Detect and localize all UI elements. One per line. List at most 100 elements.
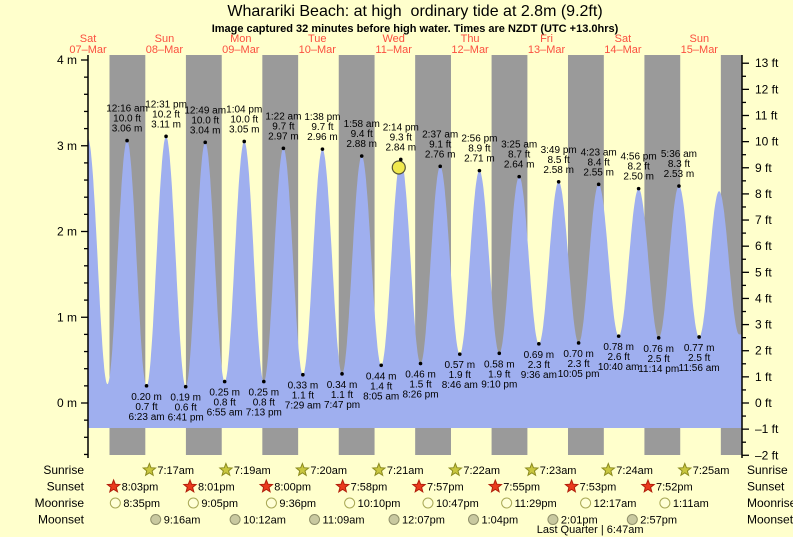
moonrise-time: 9:05pm [201,498,238,510]
feet-tick-label: 1 ft [755,370,772,384]
sunrise-time: 7:22am [463,465,500,477]
day-label-date: 11–Mar [375,44,412,56]
moonrise-time: 9:36pm [279,498,316,510]
day-label-dow: Sat [615,33,632,45]
tide-extreme-dot [457,352,462,356]
high-tide-label: 12:31 pm 10.2 ft 3.11 m [145,99,187,130]
tide-extreme-dot [636,186,641,191]
day-label-date: 15–Mar [681,44,719,56]
high-tide-label: 4:56 pm 8.2 ft 2.50 m [621,152,657,183]
low-tide-label: 0.58 m 1.9 ft 9:10 pm [481,359,517,390]
sunset-time: 8:03pm [122,482,159,494]
feet-tick-label: 11 ft [755,108,778,122]
day-label-date: 07–Mar [69,44,107,56]
high-tide-label: 3:25 am 8.7 ft 2.64 m [501,140,537,171]
moonset-icon [388,514,400,525]
meters-tick-label: 2 m [57,225,77,239]
moonset-icon [467,514,479,525]
low-tide-label: 0.70 m 2.3 ft 10:05 pm [558,349,600,380]
sunrise-icon [141,462,157,477]
feet-tick-label: 6 ft [755,239,772,253]
tide-extreme-dot [164,134,168,139]
moonrise-icon [501,497,513,509]
page-title: Wharariki Beach: at high ordinary tide a… [227,3,603,20]
low-tide-label: 0.57 m 1.9 ft 8:46 am [442,360,478,391]
feet-tick-label: 5 ft [755,265,772,279]
sunset-time: 7:57pm [427,482,464,494]
low-tide-label: 0.19 m 0.6 ft 6:41 pm [168,393,204,424]
tide-extreme-dot [320,147,325,151]
tide-extreme-dot [656,336,661,340]
sunset-row-label-left: Sunset [47,480,85,494]
day-label-dow: Wed [382,33,404,45]
low-tide-label: 0.25 m 0.8 ft 7:13 pm [246,388,282,419]
current-time-marker [391,160,406,175]
moonrise-row-label-right: Moonrise [747,496,793,510]
low-tide-label: 0.46 m 1.5 ft 8:26 pm [402,370,438,401]
tide-extreme-dot [677,184,681,188]
page-subtitle: Image captured 32 minutes before high wa… [211,23,619,35]
tide-extreme-dot [398,157,403,162]
feet-tick-label: 4 ft [755,291,772,305]
low-tide-label: 0.77 m 2.5 ft 11:56 am [679,343,720,374]
low-tide-label: 0.76 m 2.5 ft 11:14 pm [638,344,679,375]
high-tide-label: 1:04 pm 10.0 ft 3.05 m [226,104,262,135]
low-tide-label: 0.44 m 1.4 ft 8:05 am [363,371,399,402]
tide-extreme-dot [418,361,423,366]
sunrise-time: 7:25am [693,465,730,477]
day-label-date: 09–Mar [222,44,260,56]
low-tide-label: 0.25 m 0.8 ft 6:55 am [207,388,243,419]
sunset-icon [640,478,656,493]
sunrise-icon [677,462,693,477]
tide-extreme-dot [556,179,561,184]
tide-extreme-dot [359,154,364,158]
feet-tick-label: 9 ft [755,161,772,175]
feet-tick-label: 13 ft [755,56,779,70]
sunrise-time: 7:24am [616,465,653,477]
tide-curve [88,136,742,428]
high-tide-label: 1:58 am 9.4 ft 2.88 m [344,119,380,150]
high-tide-label: 5:36 am 8.3 ft 2.53 m [661,149,697,180]
moonset-row-label-right: Moonset [747,513,793,527]
day-label-date: 08–Mar [146,44,184,56]
sunrise-icon [218,462,234,477]
sunset-icon [564,478,580,493]
tide-extreme-dot [183,384,188,389]
low-tide-label: 0.34 m 1.1 ft 7:47 pm [324,380,360,411]
feet-tick-label: 12 ft [755,82,779,96]
sunset-time: 7:58pm [351,482,388,494]
meters-tick-label: 1 m [57,310,77,324]
sunset-icon [258,478,274,493]
moonset-time: 9:16am [164,515,201,527]
moonrise-icon [422,497,434,509]
tide-extreme-dot [438,164,443,169]
day-label-dow: Tue [308,33,327,45]
sunset-row-label-right: Sunset [747,480,785,494]
sunrise-time: 7:19am [234,465,271,477]
high-tide-label: 2:37 am 9.1 ft 2.76 m [422,129,458,160]
meters-tick-label: 0 m [57,396,77,410]
moonset-icon [309,514,321,525]
day-label-dow: Thu [461,33,480,45]
moonrise-time: 12:17am [594,498,637,510]
high-tide-label: 4:23 am 8.4 ft 2.55 m [581,147,617,178]
feet-tick-label: 3 ft [755,318,772,332]
sunset-icon [182,478,198,493]
sunset-icon [106,478,122,493]
moonset-time: 2:01pm [561,515,598,527]
high-tide-label: 1:38 pm 9.7 ft 2.96 m [304,112,340,143]
tide-extreme-dot [697,335,701,339]
moonrise-icon [580,497,592,509]
moonrise-icon [109,497,121,509]
sunset-time: 7:53pm [580,482,617,494]
low-tide-label: 0.78 m 2.6 ft 10:40 am [598,342,640,373]
moonrise-icon [187,497,199,509]
feet-tick-label: 10 ft [755,135,779,149]
day-label-date: 13–Mar [528,44,566,56]
sunrise-icon [524,462,540,477]
high-tide-label: 1:22 am 9.7 ft 2.97 m [265,111,301,142]
sunrise-row-label-right: Sunrise [747,463,788,477]
sunrise-icon [294,462,310,477]
